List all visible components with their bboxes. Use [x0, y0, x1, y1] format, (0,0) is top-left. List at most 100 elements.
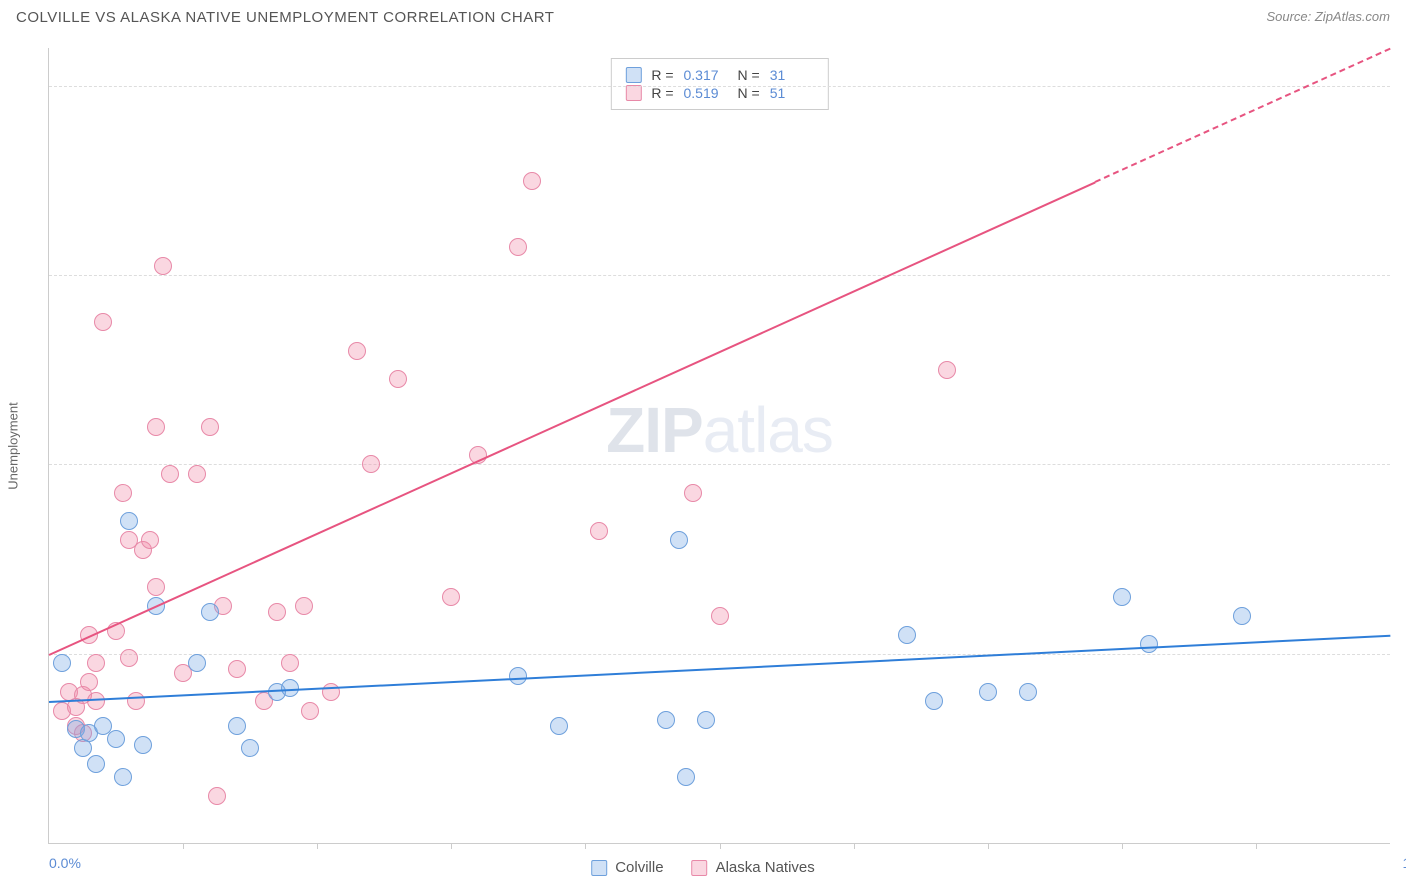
- stats-legend: R = 0.317 N = 31 R = 0.519 N = 51: [610, 58, 828, 110]
- gridline: [49, 654, 1390, 655]
- colville-marker: [670, 531, 688, 549]
- legend-item-colville: Colville: [591, 859, 663, 876]
- watermark: ZIPatlas: [606, 393, 833, 467]
- x-tick: [451, 843, 452, 849]
- x-tick: [183, 843, 184, 849]
- alaska-marker: [684, 484, 702, 502]
- colville-marker: [657, 711, 675, 729]
- alaska-marker: [523, 172, 541, 190]
- colville-marker: [228, 717, 246, 735]
- alaska-marker: [87, 654, 105, 672]
- x-tick: [585, 843, 586, 849]
- alaska-marker: [301, 702, 319, 720]
- swatch-alaska-icon: [625, 85, 641, 101]
- x-tick-label-max: 100.0%: [1403, 855, 1406, 871]
- n-value-colville: 31: [770, 67, 814, 83]
- swatch-alaska-icon: [692, 860, 708, 876]
- plot-area: Unemployment ZIPatlas R = 0.317 N = 31 R…: [48, 48, 1390, 844]
- trendline-dashed: [1095, 48, 1391, 183]
- alaska-marker: [295, 597, 313, 615]
- gridline: [49, 86, 1390, 87]
- alaska-marker: [362, 455, 380, 473]
- r-label: R =: [651, 85, 673, 101]
- colville-marker: [114, 768, 132, 786]
- n-label: N =: [738, 67, 760, 83]
- stats-row-alaska: R = 0.519 N = 51: [625, 85, 813, 101]
- chart-container: Unemployment ZIPatlas R = 0.317 N = 31 R…: [48, 48, 1390, 844]
- colville-marker: [1233, 607, 1251, 625]
- alaska-marker: [389, 370, 407, 388]
- colville-marker: [1019, 683, 1037, 701]
- colville-marker: [134, 736, 152, 754]
- legend-label-alaska: Alaska Natives: [716, 859, 815, 876]
- alaska-marker: [268, 603, 286, 621]
- alaska-marker: [711, 607, 729, 625]
- y-axis-label: Unemployment: [6, 402, 21, 489]
- colville-marker: [677, 768, 695, 786]
- alaska-marker: [188, 465, 206, 483]
- colville-marker: [87, 755, 105, 773]
- alaska-marker: [509, 238, 527, 256]
- colville-marker: [925, 692, 943, 710]
- alaska-marker: [120, 649, 138, 667]
- alaska-marker: [228, 660, 246, 678]
- legend-item-alaska: Alaska Natives: [692, 859, 815, 876]
- r-label: R =: [651, 67, 673, 83]
- alaska-marker: [161, 465, 179, 483]
- alaska-marker: [94, 313, 112, 331]
- alaska-marker: [208, 787, 226, 805]
- x-tick: [720, 843, 721, 849]
- stats-row-colville: R = 0.317 N = 31: [625, 67, 813, 83]
- alaska-marker: [147, 578, 165, 596]
- source-name: ZipAtlas.com: [1315, 9, 1390, 24]
- alaska-marker: [590, 522, 608, 540]
- source-attribution: Source: ZipAtlas.com: [1266, 8, 1390, 26]
- alaska-marker: [141, 531, 159, 549]
- alaska-marker: [114, 484, 132, 502]
- colville-marker: [509, 667, 527, 685]
- n-value-alaska: 51: [770, 85, 814, 101]
- watermark-bold: ZIP: [606, 394, 703, 466]
- colville-marker: [697, 711, 715, 729]
- n-label: N =: [738, 85, 760, 101]
- trendline: [49, 635, 1390, 703]
- series-legend: Colville Alaska Natives: [591, 859, 815, 876]
- alaska-marker: [322, 683, 340, 701]
- alaska-marker: [147, 418, 165, 436]
- watermark-light: atlas: [703, 394, 833, 466]
- gridline: [49, 275, 1390, 276]
- gridline: [49, 464, 1390, 465]
- r-value-colville: 0.317: [684, 67, 728, 83]
- source-prefix: Source:: [1266, 9, 1314, 24]
- alaska-marker: [154, 257, 172, 275]
- colville-marker: [120, 512, 138, 530]
- x-tick: [1256, 843, 1257, 849]
- colville-marker: [898, 626, 916, 644]
- r-value-alaska: 0.519: [684, 85, 728, 101]
- x-tick: [1122, 843, 1123, 849]
- alaska-marker: [87, 692, 105, 710]
- swatch-colville-icon: [625, 67, 641, 83]
- legend-label-colville: Colville: [615, 859, 663, 876]
- alaska-marker: [442, 588, 460, 606]
- colville-marker: [107, 730, 125, 748]
- x-tick: [854, 843, 855, 849]
- colville-marker: [188, 654, 206, 672]
- colville-marker: [550, 717, 568, 735]
- alaska-marker: [127, 692, 145, 710]
- colville-marker: [1140, 635, 1158, 653]
- alaska-marker: [348, 342, 366, 360]
- alaska-marker: [201, 418, 219, 436]
- x-tick: [988, 843, 989, 849]
- colville-marker: [979, 683, 997, 701]
- alaska-marker: [938, 361, 956, 379]
- colville-marker: [241, 739, 259, 757]
- swatch-colville-icon: [591, 860, 607, 876]
- x-tick: [317, 843, 318, 849]
- x-tick-label-min: 0.0%: [49, 855, 81, 871]
- colville-marker: [201, 603, 219, 621]
- alaska-marker: [281, 654, 299, 672]
- colville-marker: [1113, 588, 1131, 606]
- alaska-marker: [80, 673, 98, 691]
- chart-title: COLVILLE VS ALASKA NATIVE UNEMPLOYMENT C…: [16, 9, 554, 26]
